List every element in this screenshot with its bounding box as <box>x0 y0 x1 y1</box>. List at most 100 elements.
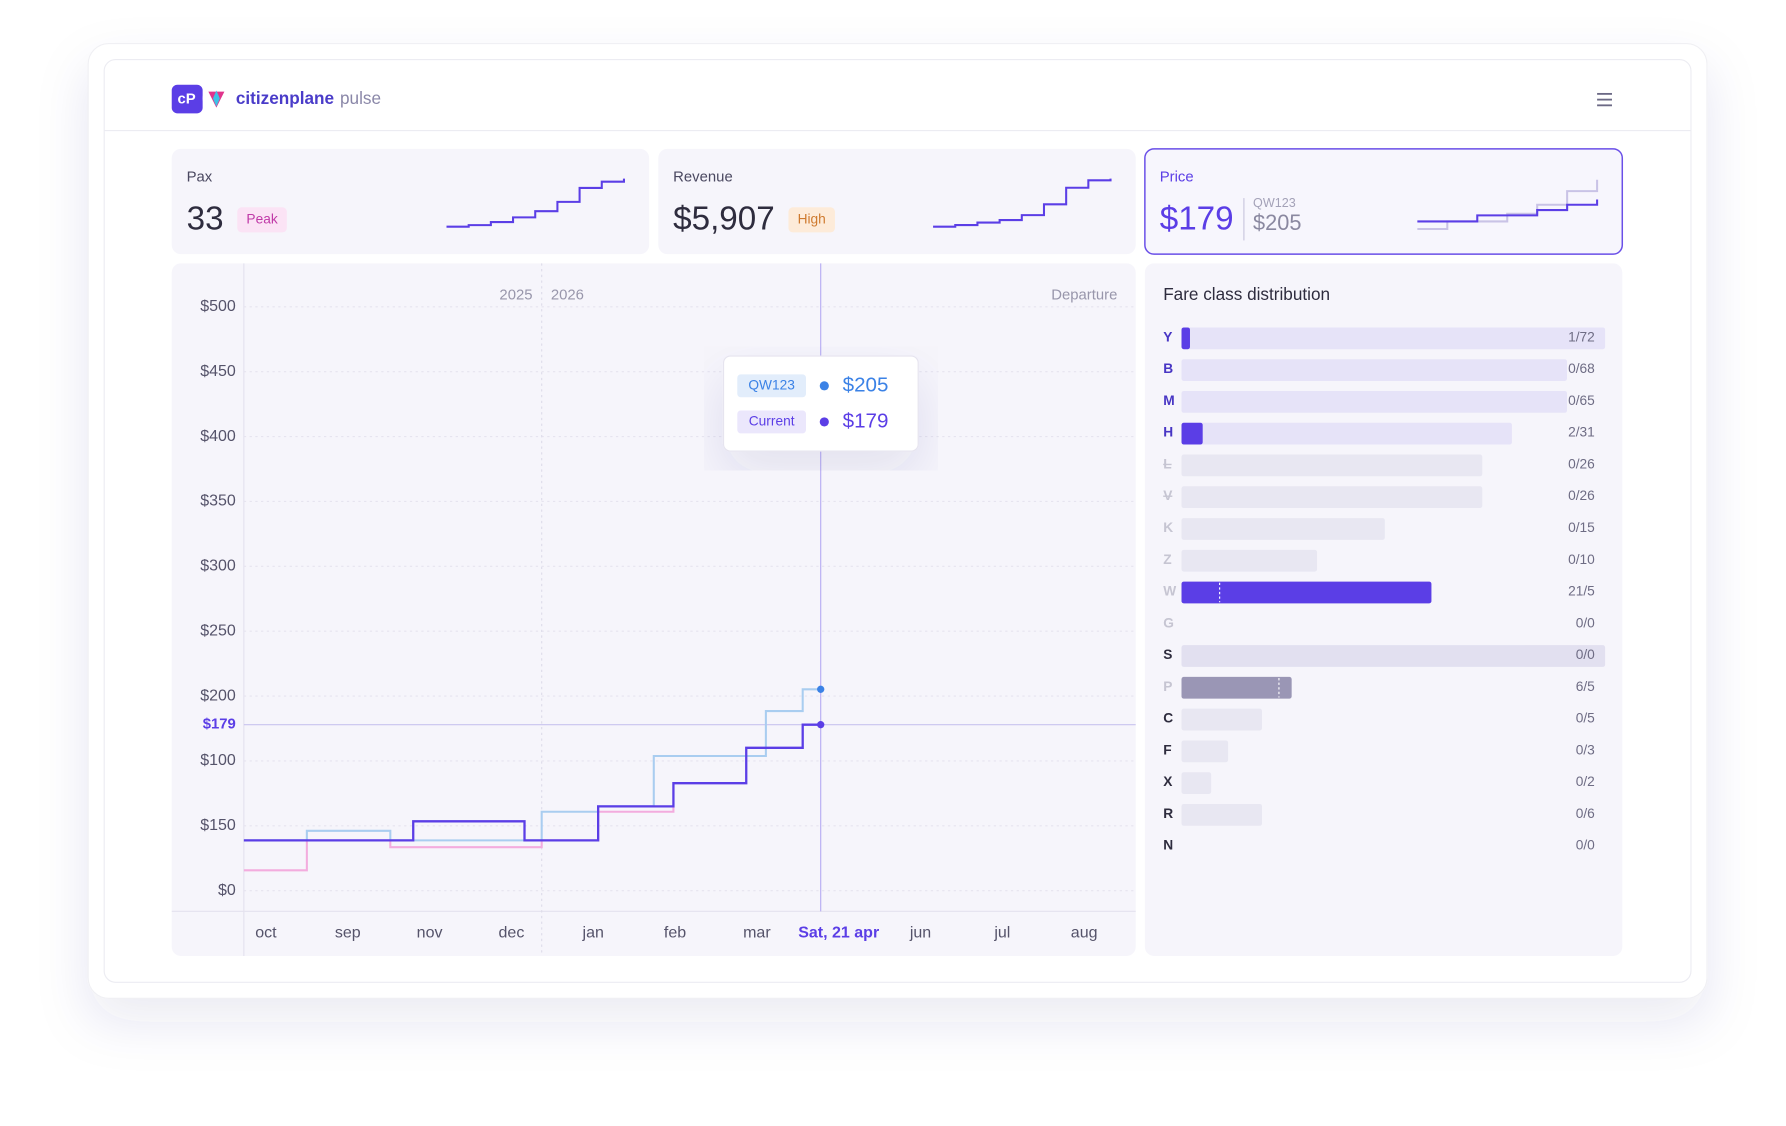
x-tick-label: mar <box>743 923 771 941</box>
fare-track <box>1181 740 1229 763</box>
fare-count: 0/0 <box>1576 647 1595 662</box>
period-label: 2026 <box>551 287 584 303</box>
fare-fill <box>1181 422 1203 445</box>
fare-track <box>1181 390 1567 413</box>
kpi-label: Revenue <box>673 169 733 185</box>
fare-count: 0/2 <box>1576 774 1595 789</box>
y-tick-label: $150 <box>200 816 236 834</box>
x-tick-label: aug <box>1071 923 1098 941</box>
tooltip-value: $205 <box>843 373 889 396</box>
period-label: 2025 <box>499 287 532 303</box>
tooltip-dot <box>819 417 829 427</box>
logo-mark <box>171 84 203 114</box>
kpi-badge-text: Peak <box>246 211 277 226</box>
x-tick-label: jul <box>993 923 1010 941</box>
cursor-dot <box>817 721 825 729</box>
fare-count: 0/15 <box>1568 520 1595 535</box>
kpi-badge <box>237 207 287 233</box>
fare-fill <box>1181 581 1432 604</box>
sparkline <box>446 178 625 228</box>
fare-class: C <box>1163 711 1173 726</box>
y-tick-label: $400 <box>200 427 236 445</box>
kpi-badge-text: High <box>798 211 826 226</box>
fare-class: L <box>1163 456 1171 471</box>
fare-class: K <box>1163 520 1173 535</box>
y-tick-label: $0 <box>218 881 236 899</box>
fare-count: 0/0 <box>1576 615 1595 630</box>
fare-class: V <box>1163 488 1173 503</box>
fare-count: 0/3 <box>1576 742 1595 757</box>
fare-track <box>1181 422 1512 445</box>
tooltip-value: $179 <box>843 409 889 432</box>
logo-letters: cP <box>178 92 196 108</box>
fare-class: N <box>1163 838 1173 853</box>
fare-track <box>1181 645 1606 667</box>
fare-count: 0/26 <box>1568 488 1595 503</box>
fare-count: 0/68 <box>1568 361 1595 376</box>
x-tick-label: nov <box>417 923 443 941</box>
fare-track <box>1181 327 1606 350</box>
fare-track <box>1181 454 1483 477</box>
fare-class: B <box>1163 361 1173 376</box>
kpi-value: 33 <box>187 201 224 238</box>
fare-count: 6/5 <box>1576 679 1595 694</box>
fare-class: R <box>1163 806 1173 821</box>
tooltip <box>722 355 919 452</box>
brand-name: citizenplane <box>236 88 334 108</box>
fare-class: Y <box>1163 329 1172 344</box>
tooltip-tag-text: Current <box>749 414 795 429</box>
fare-count: 0/5 <box>1576 711 1595 726</box>
kpi-badge <box>788 207 835 233</box>
fare-count: 0/65 <box>1568 393 1595 408</box>
price-marker-label: $179 <box>203 717 236 733</box>
kpi-card <box>658 148 1136 255</box>
x-tick-label: feb <box>664 923 686 941</box>
y-tick-label: $450 <box>200 362 236 380</box>
menu-button[interactable] <box>1597 92 1612 107</box>
y-tick-label: $200 <box>200 686 236 704</box>
x-tick-label: sep <box>335 923 361 941</box>
fare-count: 0/0 <box>1576 838 1595 853</box>
tooltip-tag <box>737 410 806 434</box>
fare-count: 0/6 <box>1576 806 1595 821</box>
sparkline <box>933 178 1112 228</box>
fare-track <box>1181 518 1385 540</box>
fare-title: Fare class distribution <box>1163 284 1330 304</box>
product-name: pulse <box>340 88 381 108</box>
compare-label: QW123 <box>1253 196 1296 210</box>
x-tick-label: oct <box>255 923 277 941</box>
fare-track <box>1181 359 1567 381</box>
y-tick-label: $250 <box>200 621 236 639</box>
fare-rows: Y 1/72 B 0/68 M 0/65 H 2/31 L 0/26 V 0/26 K 0/15 Z 0/10… <box>1163 327 1606 853</box>
fare-count: 0/26 <box>1568 456 1595 471</box>
fare-count: 0/10 <box>1568 552 1595 567</box>
sparkline <box>1417 199 1599 223</box>
fare-class: H <box>1163 425 1173 440</box>
step-line <box>243 723 821 842</box>
fare-class: F <box>1163 742 1171 757</box>
kpi-value: $5,907 <box>673 201 775 238</box>
fare-track <box>1181 486 1483 509</box>
sparkline <box>1417 179 1599 231</box>
tooltip-tag <box>737 374 806 398</box>
x-tick-label: dec <box>499 923 525 941</box>
fare-class: M <box>1163 393 1174 408</box>
compare-value: $205 <box>1253 210 1301 235</box>
fare-class: S <box>1163 647 1172 662</box>
fare-fill <box>1181 676 1292 699</box>
fare-count: 21/5 <box>1568 584 1595 599</box>
tooltip-dot <box>819 381 829 391</box>
y-tick-label: $500 <box>200 297 236 315</box>
kpi-label: Price <box>1160 169 1194 185</box>
tooltip-tag-text: QW123 <box>748 377 795 392</box>
kpi-card <box>1144 148 1624 255</box>
fare-class: X <box>1163 774 1173 789</box>
fare-track <box>1181 803 1262 826</box>
fare-count: 2/31 <box>1568 425 1595 440</box>
fare-track <box>1181 708 1262 731</box>
kpi-label: Pax <box>187 169 213 185</box>
fare-class: P <box>1163 679 1172 694</box>
y-tick-label: $100 <box>200 751 236 769</box>
